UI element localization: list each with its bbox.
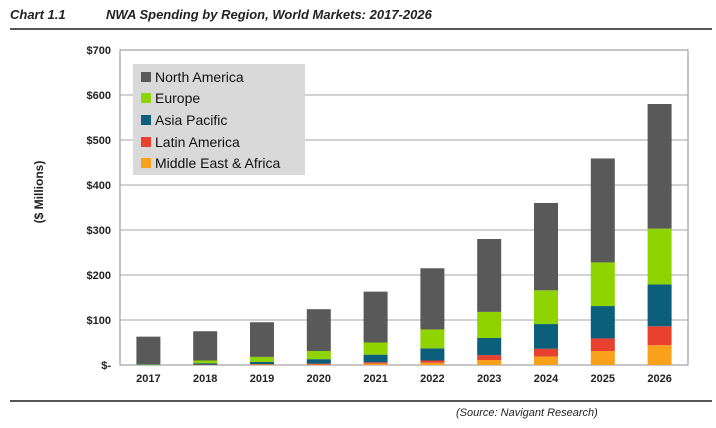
bar-segment xyxy=(590,351,615,365)
bar-segment xyxy=(363,363,388,365)
bar-segment xyxy=(477,360,502,365)
bar-segment xyxy=(477,239,502,312)
stacked-bar-chart: $-$100$200$300$400$500$600$700 2017 2018 2… xyxy=(87,45,689,385)
bar-segment xyxy=(534,290,558,325)
bar-segment xyxy=(250,322,274,357)
legend-swatch xyxy=(141,136,151,147)
bar-segment xyxy=(193,363,218,365)
bottom-rule xyxy=(10,400,712,402)
bar-segment xyxy=(534,203,558,291)
bar-segment xyxy=(306,363,331,365)
y-tick-label: $100 xyxy=(87,315,111,327)
bar-segment xyxy=(363,354,388,363)
legend-label: Asia Pacific xyxy=(155,111,228,128)
y-tick-labels: $- $100 $200 $300 $400 $500 $600 $700 xyxy=(87,45,112,372)
bar-segment xyxy=(534,324,558,349)
x-tick-label: 2017 xyxy=(136,373,160,385)
chart-number: Chart 1.1 xyxy=(10,7,66,22)
bar-segment xyxy=(250,356,274,362)
legend-label: Latin America xyxy=(155,133,240,150)
y-tick-label: $700 xyxy=(87,45,111,57)
bar-segment xyxy=(534,356,558,365)
x-tick-label: 2018 xyxy=(193,373,217,385)
legend-swatch xyxy=(141,93,151,104)
x-tick-label: 2025 xyxy=(591,373,615,385)
y-tick-label: $500 xyxy=(87,135,111,147)
bar-segment xyxy=(647,326,672,346)
source-note: (Source: Navigant Research) xyxy=(456,407,598,419)
legend-item: Middle East & Africa xyxy=(141,152,305,174)
bar-segment xyxy=(306,359,331,364)
bar-segment xyxy=(420,360,445,363)
bar-segment xyxy=(590,306,615,339)
bar-segment xyxy=(193,360,218,364)
bar-segment xyxy=(363,291,388,343)
bars xyxy=(136,104,672,365)
legend: North America Europe Asia Pacific Latin Ame… xyxy=(133,64,305,175)
y-tick-label: $400 xyxy=(87,180,111,192)
legend-swatch xyxy=(141,158,151,169)
x-tick-label: 2024 xyxy=(534,373,559,385)
y-tick-label: $600 xyxy=(87,90,111,102)
bar-segment xyxy=(590,158,615,263)
top-rule xyxy=(10,28,712,30)
bar-segment xyxy=(534,348,558,357)
legend-label: Middle East & Africa xyxy=(155,155,281,172)
bar-segment xyxy=(250,361,274,365)
bar-segment xyxy=(420,268,445,330)
legend-item: Europe xyxy=(141,88,305,110)
legend-swatch xyxy=(141,71,151,82)
bar-segment xyxy=(420,348,445,361)
x-tick-label: 2026 xyxy=(647,373,671,385)
chart-title: NWA Spending by Region, World Markets: 2… xyxy=(106,7,432,22)
bar-segment xyxy=(420,362,445,365)
bar-segment xyxy=(420,329,445,349)
bar-segment xyxy=(363,362,388,364)
y-tick-label: $300 xyxy=(87,225,111,237)
bar-segment xyxy=(647,104,672,229)
legend-swatch xyxy=(141,114,151,125)
x-tick-labels: 2017 2018 2019 2020 2021 2022 2023 2024 2025 2026 xyxy=(136,373,672,385)
bar-segment xyxy=(306,309,331,352)
legend-item: Asia Pacific xyxy=(141,109,305,131)
x-tick-label: 2022 xyxy=(420,373,444,385)
bar-segment xyxy=(590,338,615,352)
x-tick-label: 2023 xyxy=(477,373,501,385)
bar-segment xyxy=(477,338,502,356)
y-tick-label: $- xyxy=(101,360,111,372)
x-tick-label: 2020 xyxy=(307,373,331,385)
x-tick-label: 2019 xyxy=(250,373,274,385)
legend-label: Europe xyxy=(155,90,201,107)
bar-segment xyxy=(306,351,331,360)
bar-segment xyxy=(193,331,218,361)
legend-item: Latin America xyxy=(141,131,305,153)
bar-segment xyxy=(136,336,161,365)
y-tick-label: $200 xyxy=(87,270,111,282)
bar-segment xyxy=(477,311,502,338)
bar-segment xyxy=(590,262,615,307)
bar-segment xyxy=(477,355,502,361)
bar-segment xyxy=(647,345,672,365)
y-axis-label: ($ Millions) xyxy=(32,160,46,224)
bar-segment xyxy=(363,342,388,355)
legend-item: North America xyxy=(141,66,305,88)
bar-segment xyxy=(647,228,672,285)
x-tick-label: 2021 xyxy=(363,373,387,385)
bar-segment xyxy=(647,284,672,327)
legend-label: North America xyxy=(155,68,244,85)
